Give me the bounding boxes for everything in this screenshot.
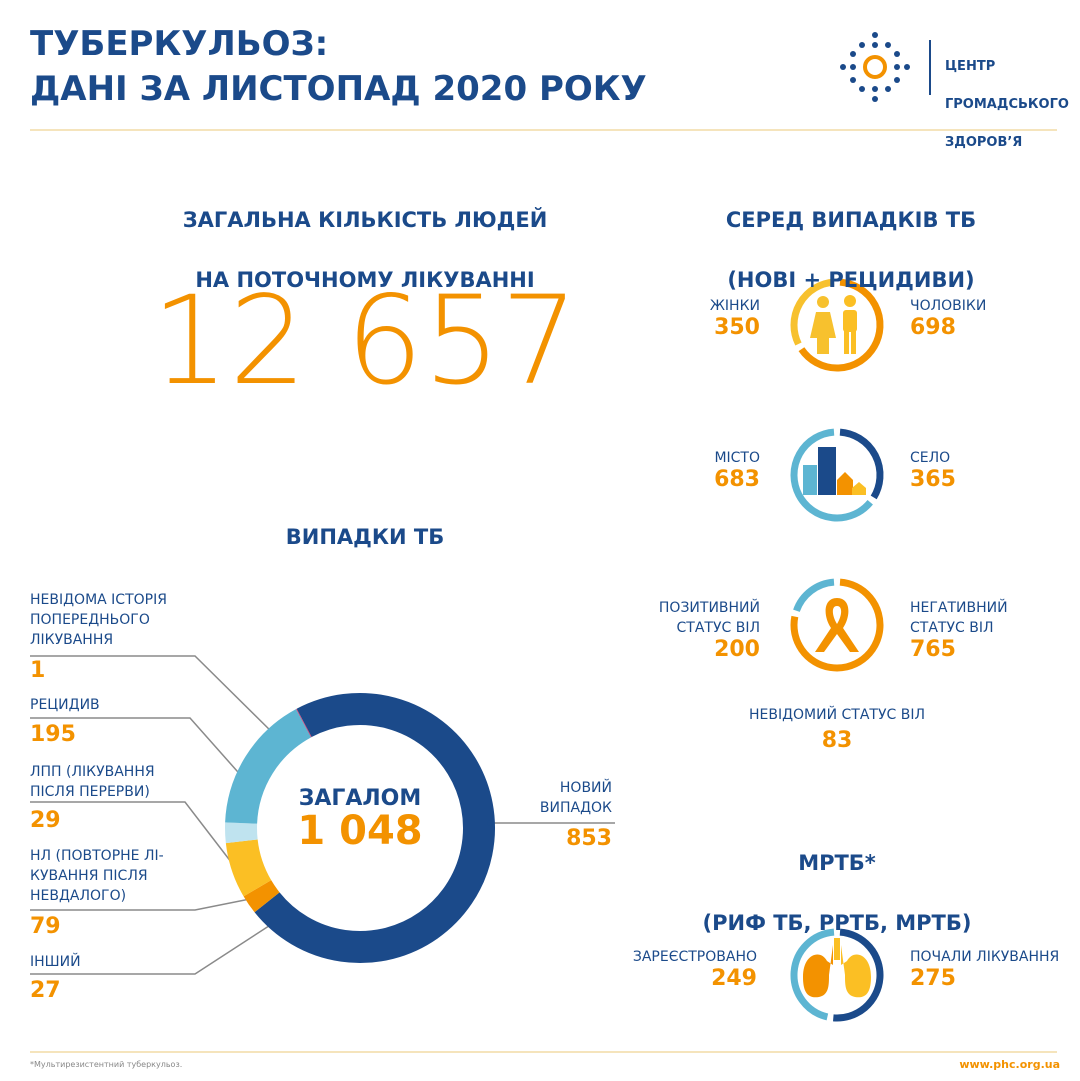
logo-line: ЦЕНТР bbox=[945, 59, 996, 74]
icon-people bbox=[810, 295, 857, 354]
right-value: 698 bbox=[910, 315, 956, 340]
title-line: ТУБЕРКУЛЬОЗ: bbox=[30, 24, 329, 64]
donut-segment bbox=[225, 822, 258, 844]
category-label: НЛ (ПОВТОРНЕ ЛІ- КУВАННЯ ПІСЛЯ НЕВДАЛОГО… bbox=[30, 848, 164, 904]
value-label: 1 bbox=[30, 658, 46, 683]
logo-line: ГРОМАДСЬКОГО bbox=[945, 97, 1069, 112]
title-line: (НОВІ + РЕЦИДИВИ) bbox=[727, 268, 975, 292]
category-label: РЕЦИДИВ bbox=[30, 697, 100, 713]
section-title: СЕРЕД ВИПАДКІВ ТБ (НОВІ + РЕЦИДИВИ) bbox=[641, 175, 1061, 325]
donut-segment bbox=[243, 879, 280, 913]
right-label: СЕЛО bbox=[910, 450, 951, 466]
icon-buildings bbox=[803, 447, 866, 495]
unknown-value: 83 bbox=[821, 728, 853, 753]
ring-arc bbox=[790, 928, 835, 1021]
right-value: 275 bbox=[910, 966, 956, 991]
left-label: ЖІНКИ bbox=[709, 298, 760, 314]
left-value: 200 bbox=[714, 637, 760, 662]
title-line: ЗАГАЛЬНА КІЛЬКІСТЬ ЛЮДЕЙ bbox=[182, 208, 548, 232]
icon-ribbon bbox=[815, 598, 859, 652]
ring-arc bbox=[790, 278, 835, 346]
value-label: 27 bbox=[30, 978, 61, 1003]
center-value: 1 048 bbox=[297, 808, 423, 854]
category-label: ЛПП (ЛІКУВАННЯ ПІСЛЯ ПЕРЕРВИ) bbox=[30, 764, 155, 800]
right-label: НЕГАТИВНИЙ СТАТУС ВІЛ bbox=[910, 600, 1008, 636]
ring-arc bbox=[833, 928, 884, 1022]
left-value: 249 bbox=[711, 966, 757, 991]
unknown-label: НЕВІДОМИЙ СТАТУС ВІЛ bbox=[748, 707, 925, 723]
logo-text: ЦЕНТР ГРОМАДСЬКОГО ЗДОРОВ’Я bbox=[945, 38, 1069, 171]
ring-arc bbox=[793, 578, 835, 613]
left-label: ЗАРЕЄСТРОВАНО bbox=[632, 949, 757, 965]
leader-dot bbox=[487, 820, 493, 826]
category-label: ІНШИЙ bbox=[30, 954, 81, 970]
category-label: НОВИЙ ВИПАДОК bbox=[539, 780, 612, 816]
value-label: 195 bbox=[30, 722, 76, 747]
left-label: МІСТО bbox=[714, 450, 760, 466]
footnote: *Мультирезистентний туберкульоз. bbox=[30, 1060, 183, 1069]
left-label: ПОЗИТИВНИЙ СТАТУС ВІЛ bbox=[658, 600, 760, 636]
ring-arc bbox=[790, 428, 873, 522]
right-value: 765 bbox=[910, 637, 956, 662]
url[interactable]: www.phc.org.ua bbox=[959, 1058, 1060, 1071]
logo-line: ЗДОРОВ’Я bbox=[945, 135, 1023, 150]
ring-arc bbox=[790, 578, 884, 672]
value-label: 79 bbox=[30, 914, 61, 939]
treatment-total: 12 657 bbox=[151, 270, 579, 412]
leader-lines bbox=[30, 655, 615, 975]
donut-segment bbox=[225, 838, 272, 897]
icon-lungs bbox=[803, 938, 871, 998]
category-label: НЕВІДОМА ІСТОРІЯ ПОПЕРЕДНЬОГО ЛІКУВАННЯ bbox=[30, 592, 167, 648]
value-label: 853 bbox=[566, 826, 612, 851]
title-line: ДАНІ ЗА ЛИСТОПАД 2020 РОКУ bbox=[30, 69, 647, 109]
value-label: 29 bbox=[30, 808, 61, 833]
right-value: 365 bbox=[910, 467, 956, 492]
section-title: МРТБ* (РИФ ТБ, РРТБ, МРТБ) bbox=[627, 818, 1047, 968]
right-label: ЧОЛОВІКИ bbox=[910, 298, 987, 314]
center-label: ЗАГАЛОМ bbox=[298, 786, 422, 811]
title-line: МРТБ* bbox=[798, 851, 876, 875]
logo bbox=[840, 32, 931, 102]
right-label: ПОЧАЛИ ЛІКУВАННЯ bbox=[910, 949, 1060, 965]
ring-arc bbox=[798, 278, 884, 372]
chart-title: ВИПАДКИ ТБ bbox=[285, 525, 445, 549]
title-line: НА ПОТОЧНОМУ ЛІКУВАННІ bbox=[195, 268, 535, 292]
title-line: (РИФ ТБ, РРТБ, МРТБ) bbox=[702, 911, 972, 935]
ring-arc bbox=[839, 428, 884, 500]
section-title: ЗАГАЛЬНА КІЛЬКІСТЬ ЛЮДЕЙ НА ПОТОЧНОМУ ЛІ… bbox=[155, 175, 575, 325]
donut-segment bbox=[254, 693, 495, 963]
left-value: 683 bbox=[714, 467, 760, 492]
title-line: СЕРЕД ВИПАДКІВ ТБ bbox=[725, 208, 977, 232]
left-value: 350 bbox=[714, 315, 760, 340]
donut-segment bbox=[225, 709, 312, 825]
